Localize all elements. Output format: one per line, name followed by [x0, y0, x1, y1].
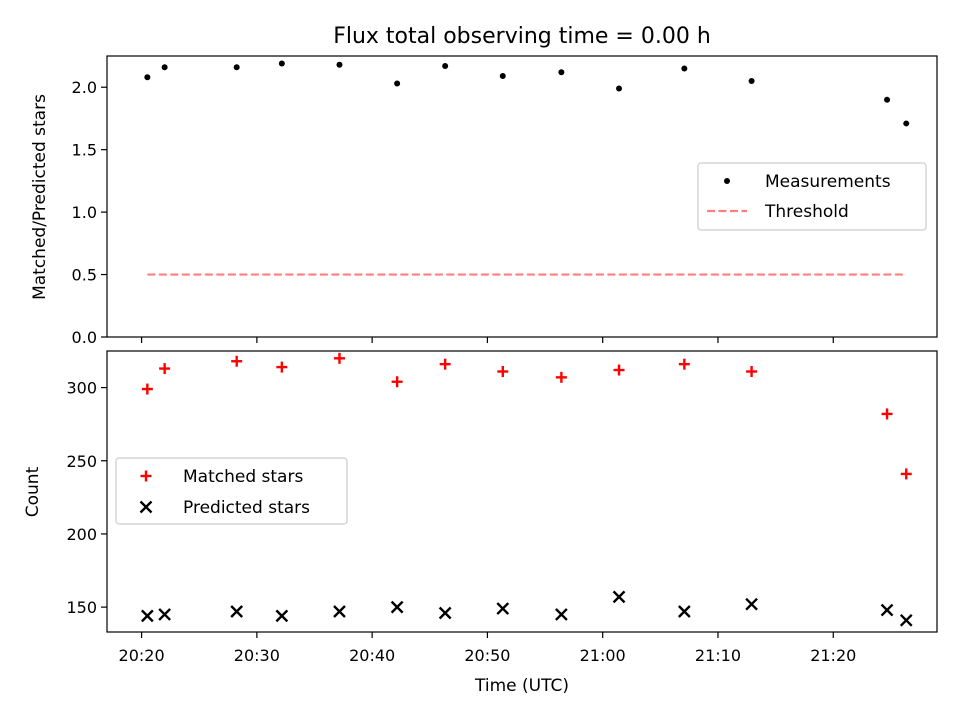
- top-legend: Measurements Threshold: [697, 162, 927, 231]
- predicted-star-point: [678, 605, 691, 618]
- bottom-y-tick-label: 300: [66, 379, 97, 398]
- matched-star-point: [613, 364, 625, 376]
- top-y-tick-label: 0.5: [72, 266, 97, 285]
- predicted-star-point: [555, 608, 568, 621]
- bottom-y-axis: 150 200 250 300: [66, 379, 107, 617]
- x-axis-label: Time (UTC): [474, 676, 569, 696]
- predicted-star-point: [745, 597, 758, 611]
- predicted-star-point: [158, 608, 171, 621]
- legend-measurement-marker: [724, 178, 730, 184]
- legend-matched-label: Matched stars: [183, 467, 303, 487]
- predicted-star-point: [496, 602, 510, 615]
- top-legend-box: [697, 162, 927, 231]
- top-y-axis-label: Matched/Predicted stars: [30, 94, 50, 300]
- predicted-star-point: [390, 600, 404, 614]
- measurement-point: [161, 64, 168, 71]
- measurement-point: [394, 80, 401, 87]
- predicted-star-point: [880, 603, 894, 617]
- chart-title: Flux total observing time = 0.00 h: [333, 24, 711, 49]
- matched-star-point: [276, 361, 288, 373]
- x-tick-label: 21:20: [810, 646, 856, 665]
- measurement-point: [681, 65, 688, 72]
- matched-star-point: [391, 376, 403, 388]
- bottom-legend-box: [115, 457, 348, 525]
- matched-star-point: [231, 355, 243, 367]
- predicted-star-point: [612, 590, 626, 604]
- predicted-star-point: [438, 606, 452, 620]
- top-y-tick-label: 1.5: [72, 141, 97, 160]
- measurement-point: [616, 85, 623, 92]
- bottom-legend: Matched stars Predicted stars: [115, 457, 348, 525]
- matched-star-point: [678, 358, 690, 370]
- predicted-star-point: [140, 609, 154, 623]
- top-y-axis: 0.0 0.5 1.0 1.5 2.0: [72, 78, 107, 347]
- bottom-axes-frame: [106, 350, 938, 633]
- matched-star-point: [439, 358, 451, 370]
- legend-measurements-label: Measurements: [765, 172, 891, 192]
- bottom-panel: 150 200 250 300 20:20 20:30 20:40 20:50 21:00 21…: [23, 350, 938, 696]
- bottom-y-tick-label: 150: [66, 598, 97, 617]
- matched-star-point: [555, 371, 567, 383]
- legend-threshold-label: Threshold: [764, 202, 849, 222]
- measurement-point: [336, 61, 343, 68]
- x-tick-label: 20:40: [349, 646, 395, 665]
- predicted-star-point: [230, 605, 244, 618]
- legend-predicted-marker: [139, 500, 153, 514]
- measurement-point: [144, 74, 151, 81]
- matched-star-point: [159, 363, 171, 375]
- predicted-star-point: [275, 609, 289, 623]
- bottom-x-axis: 20:20 20:30 20:40 20:50 21:00 21:10 21:20: [119, 632, 856, 665]
- x-tick-label: 21:10: [695, 646, 741, 665]
- predicted-star-point: [333, 605, 346, 618]
- x-tick-label: 20:20: [119, 646, 165, 665]
- top-x-axis: [140, 337, 834, 343]
- measurement-point: [884, 96, 891, 103]
- top-panel: 0.00.51.01.52.0 Matched/Predicted stars …: [30, 55, 938, 347]
- matched-star-point: [141, 383, 153, 395]
- bottom-plot-area: [140, 352, 913, 627]
- x-tick-label: 20:30: [234, 646, 280, 665]
- top-plot-area: [144, 60, 910, 276]
- top-axes-frame: [106, 55, 938, 338]
- legend-matched-marker: [140, 470, 152, 482]
- measurement-point: [903, 120, 910, 127]
- matched-star-point: [900, 468, 912, 480]
- matched-star-point: [497, 365, 509, 377]
- x-tick-label: 20:50: [464, 646, 510, 665]
- measurement-point: [278, 60, 285, 67]
- measurement-point: [558, 69, 565, 76]
- x-tick-label: 21:00: [580, 646, 626, 665]
- matched-star-point: [333, 352, 345, 364]
- predicted-star-point: [899, 613, 913, 627]
- bottom-y-tick-label: 200: [66, 525, 97, 544]
- top-y-tick-label: 2.0: [72, 78, 97, 97]
- measurement-point: [442, 62, 449, 69]
- measurement-point: [233, 64, 240, 71]
- top-y-tick-label: 1.0: [72, 203, 97, 222]
- measurement-point: [499, 72, 506, 79]
- matched-star-point: [746, 365, 758, 377]
- bottom-y-axis-label: Count: [23, 466, 43, 517]
- measurement-point: [748, 77, 755, 84]
- top-y-tick-label: 0.0: [72, 328, 97, 347]
- legend-predicted-label: Predicted stars: [183, 498, 310, 518]
- bottom-y-tick-label: 250: [66, 452, 97, 471]
- matched-star-point: [881, 408, 893, 420]
